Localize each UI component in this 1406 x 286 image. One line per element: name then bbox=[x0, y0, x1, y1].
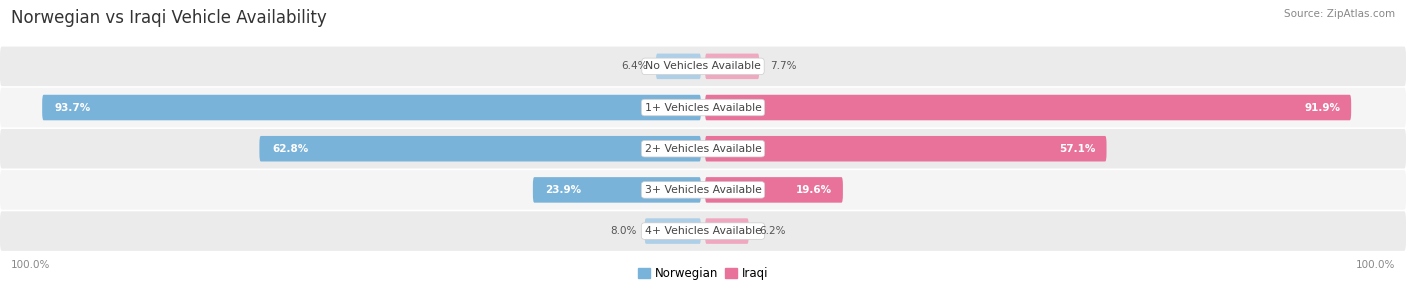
Text: 6.4%: 6.4% bbox=[621, 61, 647, 71]
Text: Norwegian vs Iraqi Vehicle Availability: Norwegian vs Iraqi Vehicle Availability bbox=[11, 9, 328, 27]
Text: No Vehicles Available: No Vehicles Available bbox=[645, 61, 761, 71]
FancyBboxPatch shape bbox=[706, 136, 1107, 162]
Text: 19.6%: 19.6% bbox=[796, 185, 832, 195]
Text: 1+ Vehicles Available: 1+ Vehicles Available bbox=[644, 103, 762, 112]
Text: 57.1%: 57.1% bbox=[1060, 144, 1097, 154]
Text: 4+ Vehicles Available: 4+ Vehicles Available bbox=[644, 226, 762, 236]
FancyBboxPatch shape bbox=[0, 211, 1406, 251]
Text: 6.2%: 6.2% bbox=[759, 226, 786, 236]
Text: 62.8%: 62.8% bbox=[273, 144, 308, 154]
FancyBboxPatch shape bbox=[706, 218, 749, 244]
FancyBboxPatch shape bbox=[706, 95, 1351, 120]
FancyBboxPatch shape bbox=[42, 95, 702, 120]
Text: 3+ Vehicles Available: 3+ Vehicles Available bbox=[644, 185, 762, 195]
Text: Source: ZipAtlas.com: Source: ZipAtlas.com bbox=[1284, 9, 1395, 19]
FancyBboxPatch shape bbox=[533, 177, 700, 203]
Text: 7.7%: 7.7% bbox=[770, 61, 796, 71]
FancyBboxPatch shape bbox=[0, 47, 1406, 86]
Text: 2+ Vehicles Available: 2+ Vehicles Available bbox=[644, 144, 762, 154]
FancyBboxPatch shape bbox=[644, 218, 700, 244]
Text: 93.7%: 93.7% bbox=[55, 103, 91, 112]
Text: 100.0%: 100.0% bbox=[1355, 260, 1395, 270]
FancyBboxPatch shape bbox=[655, 53, 700, 79]
Text: 8.0%: 8.0% bbox=[610, 226, 637, 236]
FancyBboxPatch shape bbox=[0, 88, 1406, 127]
FancyBboxPatch shape bbox=[0, 170, 1406, 210]
FancyBboxPatch shape bbox=[0, 129, 1406, 168]
Text: 91.9%: 91.9% bbox=[1305, 103, 1341, 112]
Text: 23.9%: 23.9% bbox=[546, 185, 582, 195]
FancyBboxPatch shape bbox=[706, 177, 844, 203]
FancyBboxPatch shape bbox=[260, 136, 702, 162]
Text: 100.0%: 100.0% bbox=[11, 260, 51, 270]
Legend: Norwegian, Iraqi: Norwegian, Iraqi bbox=[638, 267, 768, 280]
FancyBboxPatch shape bbox=[706, 53, 759, 79]
